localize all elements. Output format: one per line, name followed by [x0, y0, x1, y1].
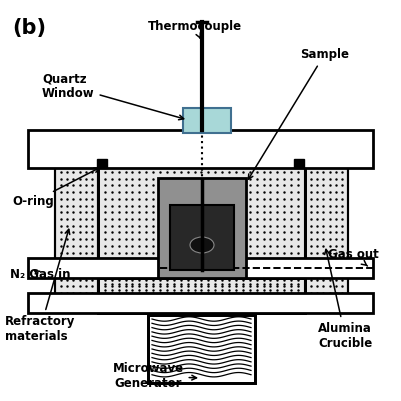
Bar	[170, 205, 233, 270]
Bar	[97, 159, 107, 168]
Text: Gas out: Gas out	[327, 249, 378, 266]
Bar	[148, 315, 254, 383]
Bar	[55, 165, 98, 300]
Bar	[304, 165, 347, 300]
Text: O-ring: O-ring	[12, 168, 99, 209]
Bar	[98, 165, 304, 300]
Text: Refractory
materials: Refractory materials	[5, 229, 75, 343]
Bar	[304, 165, 347, 300]
Bar	[293, 159, 303, 168]
Bar	[55, 165, 98, 300]
Bar	[28, 258, 372, 278]
Text: Sample: Sample	[248, 48, 348, 179]
Bar	[158, 178, 245, 278]
Bar	[28, 293, 372, 313]
Text: N₂ Gas in: N₂ Gas in	[10, 268, 70, 281]
Bar	[98, 165, 304, 300]
Text: Microwave
Generator: Microwave Generator	[112, 362, 196, 390]
Bar	[98, 278, 304, 313]
Ellipse shape	[190, 237, 213, 253]
Text: Thermocouple: Thermocouple	[148, 20, 241, 38]
Bar	[98, 278, 304, 313]
Text: (b): (b)	[12, 18, 46, 38]
Bar	[148, 315, 254, 383]
Bar	[28, 130, 372, 168]
Bar	[182, 108, 231, 133]
Text: Quartz
Window: Quartz Window	[42, 72, 183, 120]
Text: Alumina
Crucible: Alumina Crucible	[317, 249, 371, 350]
